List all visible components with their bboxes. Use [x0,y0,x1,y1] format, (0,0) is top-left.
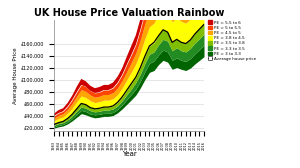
Legend: PE = 5.5 to 6, PE = 5 to 5.5, PE = 4.5 to 5, PE = 3.8 to 4.5, PE = 3.5 to 3.8, P: PE = 5.5 to 6, PE = 5 to 5.5, PE = 4.5 t… [208,20,256,61]
Y-axis label: Average House Price: Average House Price [13,47,18,104]
Title: UK House Price Valuation Rainbow: UK House Price Valuation Rainbow [34,8,224,18]
X-axis label: Year: Year [122,151,136,157]
